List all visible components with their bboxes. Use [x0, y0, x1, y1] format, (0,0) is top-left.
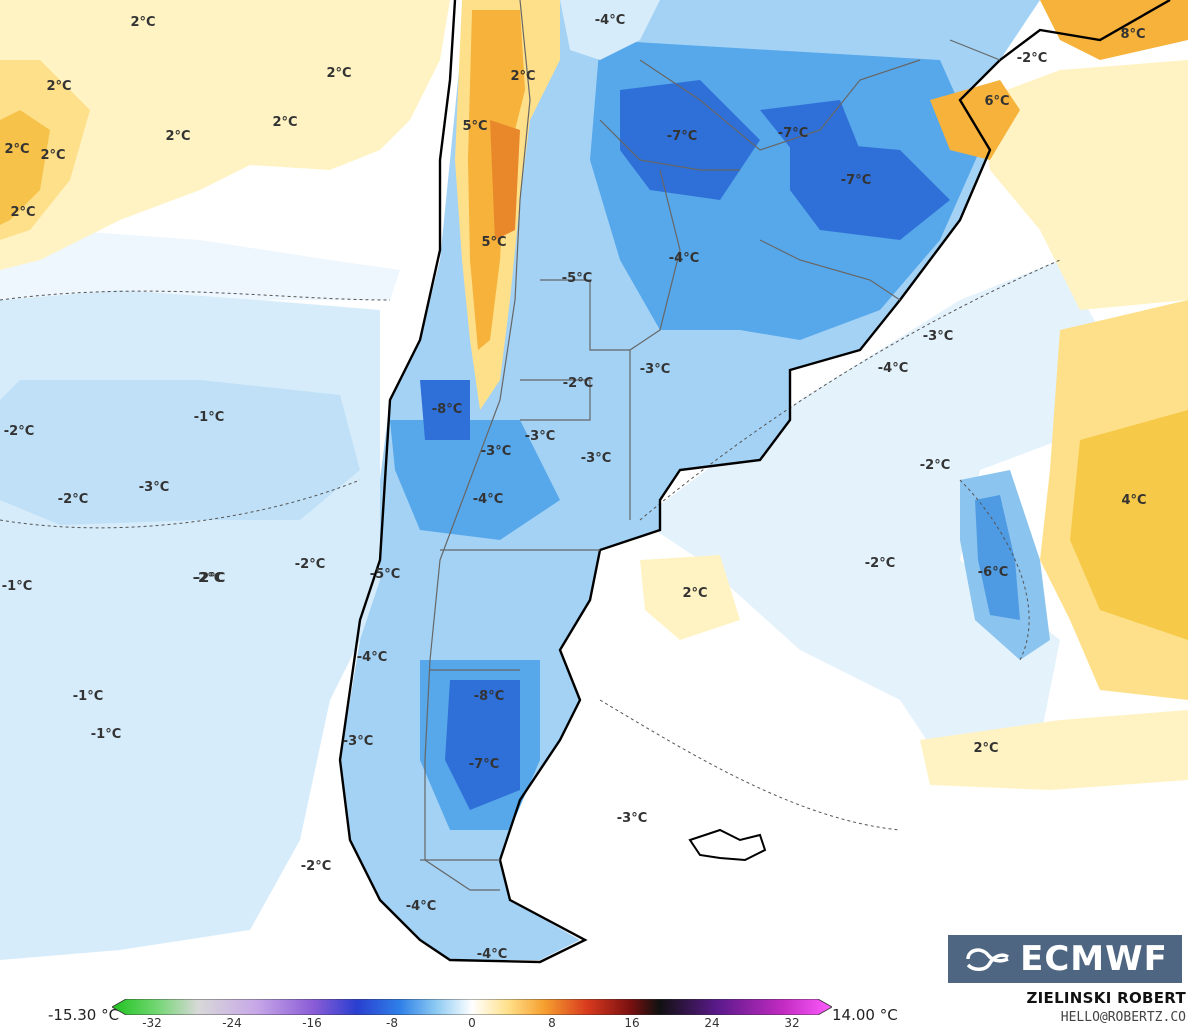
temperature-label: -6°C — [978, 565, 1008, 580]
temperature-label: -4°C — [878, 361, 908, 376]
temperature-label: -2°C — [920, 458, 950, 473]
colorbar-tick-label: 8 — [548, 1016, 556, 1030]
temperature-label: -3°C — [139, 480, 169, 495]
colorbar-ticks: -32 -24 -16 -8 0 8 16 24 32 — [112, 1016, 832, 1034]
temperature-label: 5°C — [481, 235, 506, 250]
temperature-label: 2°C — [130, 15, 155, 30]
temperature-label: -4°C — [406, 899, 436, 914]
temperature-label: -1°C — [91, 727, 121, 742]
colorbar-tick-label: 16 — [624, 1016, 640, 1030]
temperature-labels: 2°C 2°C 2°C 2°C 2°C 2°C 2°C 2°C -4°C 2°C 5°C 5°C -7°… — [2, 13, 1147, 962]
temperature-label: 5°C — [462, 119, 487, 134]
author-email: HELLO@ROBERTZ.CO — [1060, 1010, 1186, 1025]
temperature-label: -2°C — [4, 424, 34, 439]
colorbar — [112, 999, 832, 1015]
temperature-label: -4°C — [473, 492, 503, 507]
temperature-label: -3°C — [343, 734, 373, 749]
temperature-label: -2°C — [865, 556, 895, 571]
temperature-label: -2°C — [295, 557, 325, 572]
temperature-label: -7°C — [469, 757, 499, 772]
temperature-label: 2°C — [165, 129, 190, 144]
temperature-label: -8°C — [432, 402, 462, 417]
ecmwf-swirl-icon — [966, 948, 1010, 971]
temperature-label: -7°C — [841, 173, 871, 188]
temperature-label: 4°C — [1121, 493, 1146, 508]
temperature-label: 2°C — [4, 142, 29, 157]
temperature-label: 2°C — [10, 205, 35, 220]
colorbar-tick-label: -8 — [386, 1016, 398, 1030]
credit-block: ZIELINSKI ROBERT HELLO@ROBERTZ.CO — [1026, 989, 1186, 1025]
temperature-label: 2°C — [682, 586, 707, 601]
temperature-label: -3°C — [923, 329, 953, 344]
temperature-label: -5°C — [562, 271, 592, 286]
temperature-label: -2°C — [193, 571, 223, 586]
temperature-label: -3°C — [640, 362, 670, 377]
temperature-label: -2°C — [195, 571, 225, 586]
temperature-label: -1°C — [2, 579, 32, 594]
temperature-label: 2°C — [46, 79, 71, 94]
temperature-label: -2°C — [58, 492, 88, 507]
temperature-label: 2°C — [510, 69, 535, 84]
temperature-label: -2°C — [301, 859, 331, 874]
temperature-label: -3°C — [525, 429, 555, 444]
temperature-label: 6°C — [984, 94, 1009, 109]
temperature-label: 2°C — [40, 148, 65, 163]
temperature-label: -4°C — [357, 650, 387, 665]
colorbar-tick-label: 0 — [468, 1016, 476, 1030]
temperature-label: -8°C — [474, 689, 504, 704]
temperature-label: -3°C — [481, 444, 511, 459]
colorbar-tick-label: -24 — [222, 1016, 242, 1030]
temperature-label: 8°C — [1120, 27, 1145, 42]
temperature-label: -7°C — [667, 129, 697, 144]
temperature-label: -4°C — [595, 13, 625, 28]
temperature-label: 2°C — [272, 115, 297, 130]
colorbar-tick-label: 24 — [704, 1016, 720, 1030]
logo-text: ECMWF — [1020, 939, 1168, 979]
author-name: ZIELINSKI ROBERT — [1026, 989, 1186, 1007]
temperature-label: -4°C — [477, 947, 507, 962]
ecmwf-logo: ECMWF — [948, 935, 1182, 983]
min-value-label: -15.30 °C — [48, 1006, 120, 1024]
temperature-label: -1°C — [73, 689, 103, 704]
colorbar-tick-label: -32 — [142, 1016, 162, 1030]
temperature-label: 2°C — [973, 741, 998, 756]
temperature-label: -1°C — [194, 410, 224, 425]
temperature-label: -2°C — [1017, 51, 1047, 66]
temperature-label: -7°C — [778, 126, 808, 141]
temperature-label: 2°C — [326, 66, 351, 81]
temperature-label: -3°C — [617, 811, 647, 826]
temperature-label: -4°C — [669, 251, 699, 266]
temperature-label: -5°C — [370, 567, 400, 582]
temperature-label: -3°C — [581, 451, 611, 466]
max-value-label: 14.00 °C — [832, 1006, 898, 1024]
temperature-map: 2°C 2°C 2°C 2°C 2°C 2°C 2°C 2°C -4°C 2°C 5°C 5°C -7°… — [0, 0, 1188, 964]
colorbar-tick-label: 32 — [784, 1016, 800, 1030]
temperature-label: -2°C — [563, 376, 593, 391]
colorbar-tick-label: -16 — [302, 1016, 322, 1030]
